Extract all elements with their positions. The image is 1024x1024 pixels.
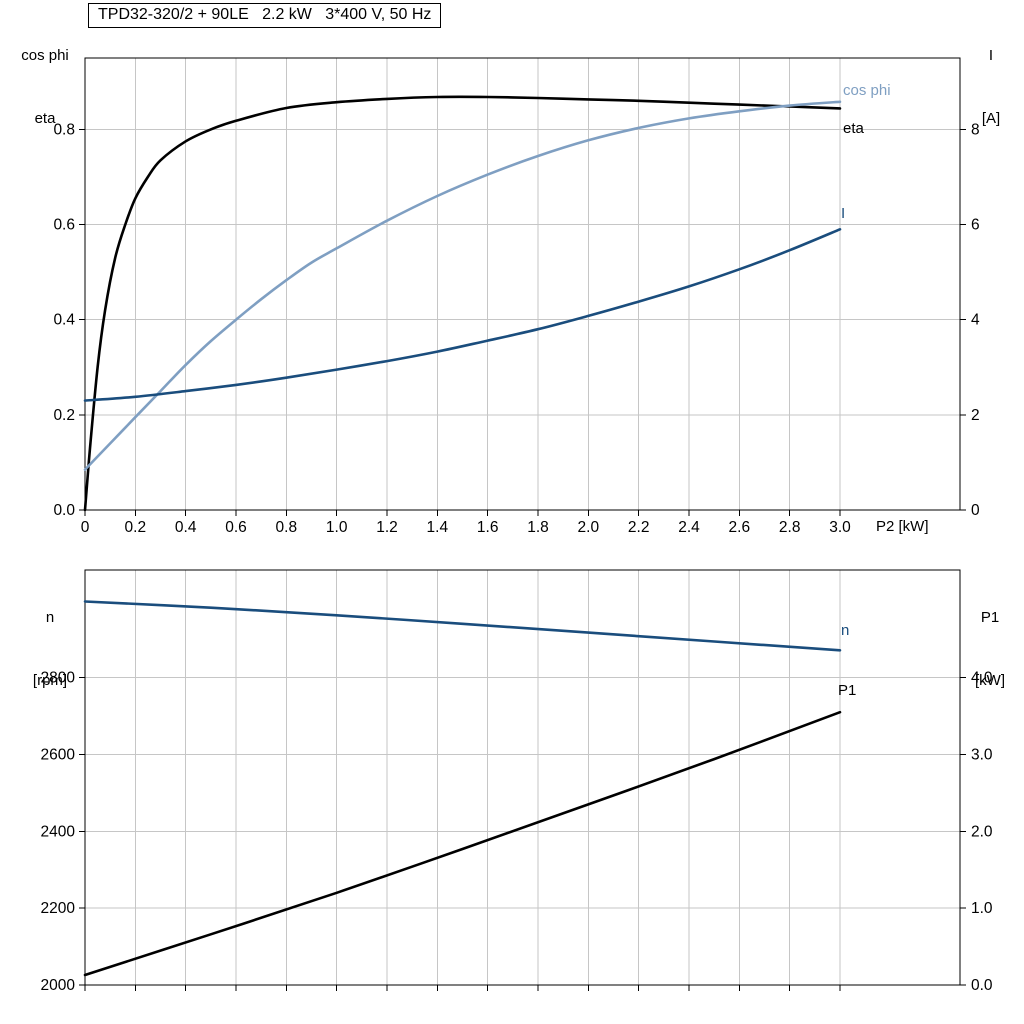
- svg-text:4.0: 4.0: [971, 670, 993, 687]
- svg-text:0.0: 0.0: [53, 502, 75, 519]
- power-axis-title-line2: [kW]: [975, 672, 1005, 689]
- top-right-axis-title: I [A]: [962, 3, 1020, 171]
- right-axis-title-line1: I: [988, 47, 994, 64]
- svg-text:4: 4: [971, 312, 980, 329]
- svg-text:2.6: 2.6: [729, 519, 751, 536]
- svg-text:2.8: 2.8: [779, 519, 801, 536]
- svg-text:0: 0: [971, 502, 980, 519]
- svg-text:2600: 2600: [41, 746, 76, 763]
- svg-text:1.0: 1.0: [326, 519, 348, 536]
- svg-text:2400: 2400: [41, 823, 76, 840]
- svg-text:1.2: 1.2: [376, 519, 398, 536]
- svg-text:3.0: 3.0: [829, 519, 851, 536]
- left-axis-title-line2: eta: [34, 110, 56, 127]
- chart-title: TPD32-320/2 + 90LE 2.2 kW 3*400 V, 50 Hz: [88, 3, 442, 28]
- svg-text:0.2: 0.2: [53, 407, 75, 424]
- svg-text:2.4: 2.4: [678, 519, 700, 536]
- svg-text:2: 2: [971, 407, 980, 424]
- speed-axis-title-line1: n: [45, 609, 55, 626]
- svg-text:3.0: 3.0: [971, 746, 993, 763]
- svg-text:0.4: 0.4: [53, 312, 75, 329]
- svg-text:0.4: 0.4: [175, 519, 197, 536]
- svg-text:0: 0: [81, 519, 90, 536]
- svg-text:0.8: 0.8: [53, 121, 75, 138]
- svg-text:1.8: 1.8: [527, 519, 549, 536]
- svg-text:0.0: 0.0: [971, 977, 993, 994]
- curve-label-cos-phi: cos phi: [843, 82, 891, 99]
- curve-label-power: P1: [838, 682, 857, 699]
- svg-text:0.6: 0.6: [53, 217, 75, 234]
- svg-text:2.2: 2.2: [628, 519, 650, 536]
- bottom-left-axis-title: n [rpm]: [14, 565, 86, 733]
- speed-axis-title-line2: [rpm]: [32, 672, 68, 689]
- svg-text:0.8: 0.8: [276, 519, 298, 536]
- svg-text:2.0: 2.0: [578, 519, 600, 536]
- svg-text:2800: 2800: [41, 670, 76, 687]
- svg-text:8: 8: [971, 121, 980, 138]
- curve-label-speed: n: [841, 622, 850, 639]
- right-axis-title-line2: [A]: [981, 110, 1001, 127]
- left-axis-title-line1: cos phi: [21, 47, 69, 64]
- bottom-right-axis-title: P1 [kW]: [960, 565, 1020, 733]
- svg-text:1.6: 1.6: [477, 519, 499, 536]
- svg-text:0.6: 0.6: [225, 519, 247, 536]
- svg-text:2200: 2200: [41, 900, 76, 917]
- svg-text:1.4: 1.4: [427, 519, 449, 536]
- power-axis-title-line1: P1: [980, 609, 1000, 626]
- svg-text:1.0: 1.0: [971, 900, 993, 917]
- top-left-axis-title: cos phi eta: [8, 3, 82, 171]
- svg-text:6: 6: [971, 217, 980, 234]
- curve-label-current: I: [841, 205, 846, 222]
- svg-text:2.0: 2.0: [971, 823, 993, 840]
- svg-text:2000: 2000: [41, 977, 76, 994]
- x-axis-label: P2 [kW]: [876, 518, 929, 535]
- svg-text:0.2: 0.2: [125, 519, 147, 536]
- curve-label-eta: eta: [843, 120, 864, 137]
